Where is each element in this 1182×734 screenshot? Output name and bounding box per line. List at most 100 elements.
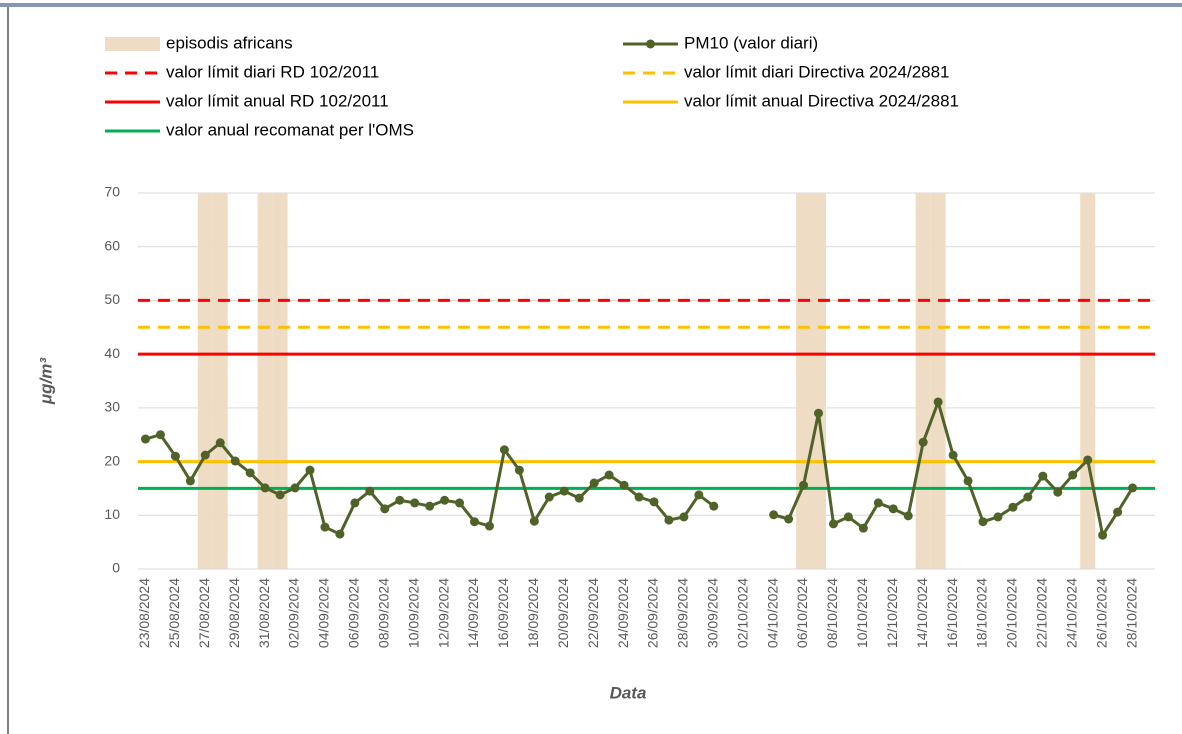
x-axis-title: Data: [610, 683, 647, 702]
pm10-marker: [664, 515, 674, 525]
x-tick-label: 28/09/2024: [675, 578, 691, 648]
pm10-marker: [978, 517, 988, 527]
pm10-marker: [425, 501, 435, 511]
pm10-marker: [335, 529, 345, 539]
x-tick-label: 23/08/2024: [136, 578, 152, 648]
pm10-marker: [1098, 530, 1108, 540]
x-tick-label: 16/10/2024: [944, 578, 960, 648]
episode-bar: [1080, 193, 1096, 569]
x-tick-label: 24/10/2024: [1063, 578, 1079, 648]
pm10-marker: [604, 470, 614, 480]
pm10-marker: [155, 430, 165, 440]
episode-bar: [811, 193, 826, 569]
x-tick-label: 06/09/2024: [346, 578, 362, 648]
legend-swatch: [105, 37, 160, 51]
pm10-marker: [843, 512, 853, 522]
pm10-marker: [993, 512, 1003, 522]
x-tick-label: 10/09/2024: [405, 578, 421, 648]
pm10-marker: [514, 465, 524, 475]
episode-bar: [915, 193, 931, 569]
x-tick-label: 14/10/2024: [914, 578, 930, 648]
x-tick-label: 25/08/2024: [166, 578, 182, 648]
x-tick-label: 27/08/2024: [196, 578, 212, 648]
episode-bar: [257, 193, 273, 569]
x-tick-label: 31/08/2024: [256, 578, 272, 648]
pm10-marker: [529, 516, 539, 526]
pm10-marker: [858, 523, 868, 533]
pm10-marker: [365, 486, 375, 496]
pm10-marker: [888, 504, 898, 514]
pm10-marker: [499, 445, 509, 455]
x-tick-label: 22/10/2024: [1034, 578, 1050, 648]
x-tick-label: 16/09/2024: [495, 578, 511, 648]
pm10-marker: [1113, 507, 1123, 517]
pm10-marker: [170, 451, 180, 461]
pm10-marker: [1038, 471, 1048, 481]
legend-label: valor límit anual RD 102/2011: [166, 91, 389, 110]
y-tick-label: 20: [104, 452, 120, 468]
x-tick-label: 26/10/2024: [1093, 578, 1109, 648]
pm10-marker: [380, 504, 390, 514]
pm10-marker: [1008, 502, 1018, 512]
legend-label: valor límit anual Directiva 2024/2881: [684, 91, 959, 110]
x-tick-label: 02/10/2024: [734, 578, 750, 648]
x-tick-label: 08/09/2024: [375, 578, 391, 648]
y-tick-label: 40: [104, 345, 120, 361]
episode-bar: [796, 193, 812, 569]
x-tick-label: 24/09/2024: [615, 578, 631, 648]
x-tick-label: 20/09/2024: [555, 578, 571, 648]
x-tick-label: 22/09/2024: [585, 578, 601, 648]
pm10-marker: [395, 495, 405, 505]
pm10-marker: [634, 492, 644, 502]
pm10-marker: [320, 522, 330, 532]
pm10-marker: [215, 438, 225, 448]
pm10-marker: [140, 434, 150, 444]
pm10-marker: [619, 480, 629, 490]
pm10-marker: [709, 501, 719, 511]
x-tick-label: 10/10/2024: [854, 578, 870, 648]
pm10-marker: [1023, 492, 1033, 502]
pm10-marker: [559, 486, 569, 496]
pm10-marker: [470, 517, 480, 527]
x-tick-label: 26/09/2024: [645, 578, 661, 648]
pm10-marker: [1068, 470, 1078, 480]
y-tick-label: 30: [104, 399, 120, 415]
pm10-marker: [873, 498, 883, 508]
x-tick-label: 29/08/2024: [226, 578, 242, 648]
x-tick-label: 04/10/2024: [764, 578, 780, 648]
pm10-marker: [679, 512, 689, 522]
legend-label: valor límit diari RD 102/2011: [166, 62, 379, 81]
pm10-marker: [784, 514, 794, 524]
x-tick-label: 12/09/2024: [435, 578, 451, 648]
x-tick-label: 18/09/2024: [525, 578, 541, 648]
pm10-marker: [260, 483, 270, 493]
pm10-marker: [245, 468, 255, 478]
pm10-marker: [769, 510, 779, 520]
y-tick-label: 10: [104, 506, 120, 522]
pm10-marker: [828, 519, 838, 529]
pm10-marker: [948, 450, 958, 460]
legend-label: valor anual recomanat per l'OMS: [166, 120, 414, 139]
pm10-marker: [200, 450, 210, 460]
x-tick-label: 08/10/2024: [824, 578, 840, 648]
pm10-marker: [410, 498, 420, 508]
x-tick-label: 30/09/2024: [705, 578, 721, 648]
y-axis-title: μg/m³: [36, 357, 55, 405]
pm10-marker: [275, 490, 285, 500]
pm10-marker: [903, 511, 913, 521]
x-tick-label: 12/10/2024: [884, 578, 900, 648]
episode-bar: [197, 193, 213, 569]
pm10-marker: [440, 495, 450, 505]
pm10-marker: [544, 492, 554, 502]
pm10-marker: [933, 397, 943, 407]
pm10-marker: [574, 493, 584, 503]
x-tick-label: 04/09/2024: [316, 578, 332, 648]
y-tick-label: 70: [104, 184, 120, 200]
y-tick-label: 0: [112, 560, 120, 576]
episode-bar: [212, 193, 228, 569]
legend-label: episodis africans: [166, 33, 293, 52]
pm10-marker: [649, 497, 659, 507]
x-tick-label: 06/10/2024: [794, 578, 810, 648]
pm10-marker: [813, 408, 823, 418]
